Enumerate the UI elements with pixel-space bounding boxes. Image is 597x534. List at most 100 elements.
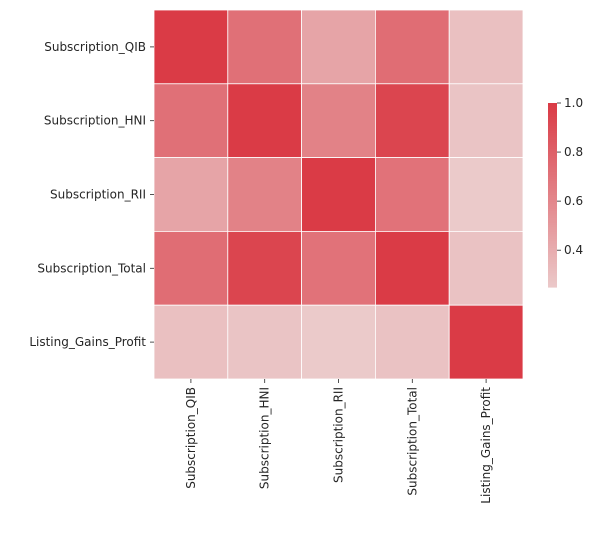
colorbar-segment: [548, 250, 557, 254]
colorbar-segment: [548, 132, 557, 136]
colorbar-segment: [548, 195, 557, 198]
heatmap-cell: [374, 9, 450, 85]
colorbar-segment: [548, 206, 557, 210]
y-tick-label: Subscription_HNI: [44, 114, 146, 128]
colorbar-segment: [548, 181, 557, 185]
colorbar-segment: [548, 277, 557, 281]
y-tick-label: Subscription_QIB: [44, 40, 146, 54]
colorbar-segment: [548, 185, 557, 189]
colorbar-segment: [548, 153, 557, 157]
colorbar-segment: [548, 280, 557, 283]
colorbar-segment: [548, 238, 557, 242]
y-tick-label: Subscription_Total: [37, 261, 146, 275]
colorbar-segment: [548, 178, 557, 182]
colorbar-segment: [548, 174, 557, 178]
colorbar-segment: [548, 105, 557, 109]
heatmap-cell: [153, 230, 229, 306]
heatmap-cell: [448, 83, 524, 159]
colorbar-segment: [548, 222, 557, 226]
colorbar-segment: [548, 135, 557, 139]
colorbar-tick-label: 0.6: [564, 194, 583, 208]
colorbar-segment: [548, 218, 557, 221]
colorbar-segment: [548, 192, 557, 196]
colorbar-segment: [548, 247, 557, 251]
x-tick-label: Subscription_QIB: [184, 387, 198, 489]
heatmap-cell: [153, 157, 229, 232]
colorbar-segment: [548, 176, 557, 180]
y-tick-label: Listing_Gains_Profit: [29, 335, 146, 349]
colorbar-segment: [548, 234, 557, 237]
heatmap-cell: [227, 157, 303, 232]
colorbar-segment: [548, 257, 557, 260]
colorbar-segment: [548, 146, 557, 150]
x-tick-label: Subscription_Total: [405, 387, 419, 496]
colorbar-segment: [548, 270, 557, 274]
colorbar-segment: [548, 190, 557, 194]
colorbar-segment: [548, 172, 557, 175]
colorbar-segment: [548, 204, 557, 208]
heatmap-cell: [448, 157, 524, 232]
colorbar-segment: [548, 188, 557, 191]
heatmap-cell: [301, 9, 376, 85]
colorbar-segment: [548, 162, 557, 166]
colorbar-segment: [548, 158, 557, 162]
colorbar-segment: [548, 268, 557, 272]
colorbar-segment: [548, 155, 557, 159]
colorbar-segment: [548, 137, 557, 141]
x-tick-labels: Subscription_QIB Subscription_HNI Subscrip…: [184, 379, 493, 504]
colorbar-segment: [548, 114, 557, 118]
colorbar-segment: [548, 261, 557, 265]
colorbar-segment: [548, 208, 557, 212]
heatmap-cell: [374, 83, 450, 159]
colorbar-segment: [548, 241, 557, 244]
heatmap-cells: [153, 9, 524, 380]
colorbar-segment: [548, 199, 557, 203]
colorbar-segment: [548, 107, 557, 111]
colorbar-segment: [548, 236, 557, 240]
colorbar-segment: [548, 215, 557, 219]
x-tick-label: Subscription_RII: [332, 387, 346, 483]
colorbar-segment: [548, 130, 557, 134]
heatmap-cell: [448, 230, 524, 306]
colorbar-segment: [548, 266, 557, 270]
colorbar-segment: [548, 151, 557, 155]
heatmap-cell: [301, 83, 376, 159]
colorbar-segment: [548, 183, 557, 187]
colorbar-segment: [548, 259, 557, 263]
colorbar-segment: [548, 165, 557, 168]
colorbar-segment: [548, 103, 557, 106]
colorbar-segment: [548, 197, 557, 201]
colorbar-segment: [548, 167, 557, 171]
colorbar-segment: [548, 282, 557, 286]
x-tick-label: Listing_Gains_Profit: [479, 387, 493, 504]
colorbar-tick-label: 0.4: [564, 243, 583, 257]
heatmap-cell: [153, 9, 229, 85]
colorbar-segment: [548, 264, 557, 267]
heatmap-cell: [448, 9, 524, 85]
y-tick-label: Subscription_RII: [50, 188, 146, 202]
heatmap-cell: [227, 83, 303, 159]
colorbar-segment: [548, 201, 557, 205]
colorbar-segment: [548, 220, 557, 224]
colorbar-segment: [548, 284, 557, 288]
x-tick-label: Subscription_HNI: [258, 387, 272, 489]
colorbar-segment: [548, 126, 557, 129]
colorbar-segment: [548, 123, 557, 127]
colorbar-segment: [548, 213, 557, 217]
colorbar-segment: [548, 142, 557, 145]
heatmap-cell: [374, 304, 450, 380]
colorbar-segment: [548, 112, 557, 116]
colorbar-segment: [548, 227, 557, 231]
heatmap-cell: [227, 9, 303, 85]
colorbar-segment: [548, 211, 557, 214]
heatmap-cell: [153, 83, 229, 159]
colorbar-segment: [548, 116, 557, 120]
colorbar-segment: [548, 149, 557, 152]
colorbar-segment: [548, 229, 557, 233]
colorbar-segment: [548, 109, 557, 113]
heatmap-cell: [448, 304, 524, 380]
colorbar-tick-label: 0.8: [564, 145, 583, 159]
colorbar-segment: [548, 128, 557, 132]
colorbar-segment: [548, 275, 557, 279]
